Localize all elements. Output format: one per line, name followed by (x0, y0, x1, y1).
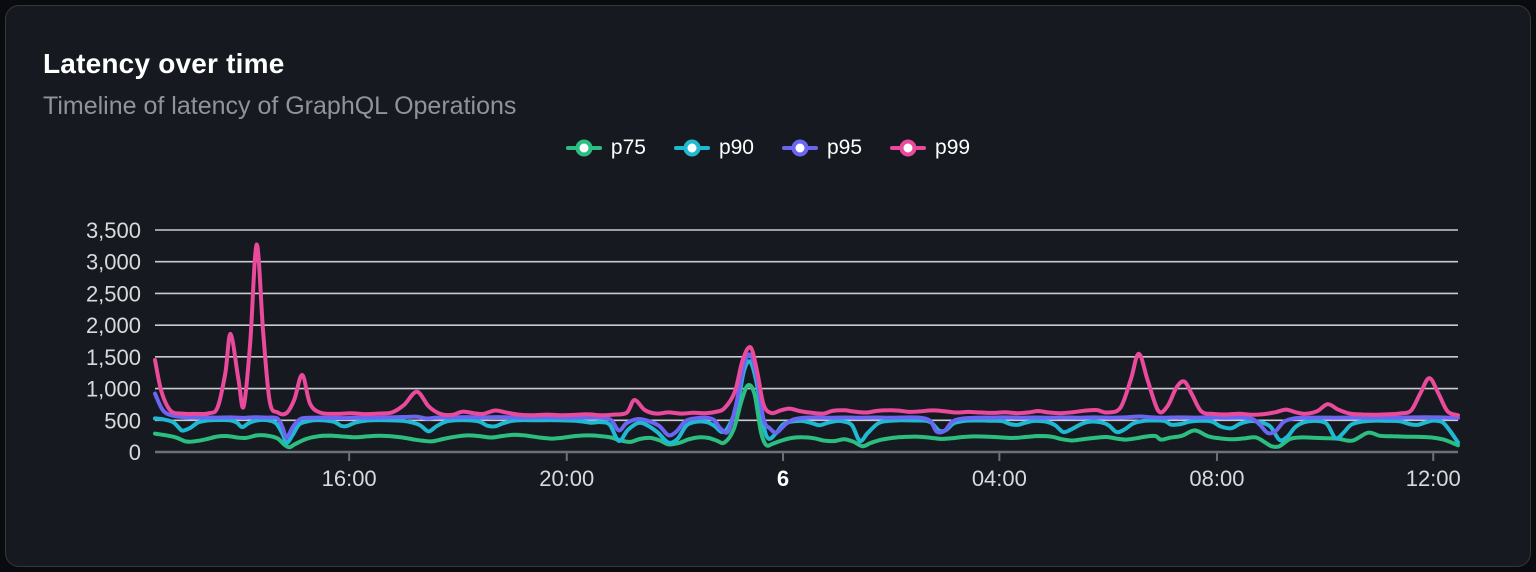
x-axis-label: 20:00 (539, 466, 594, 491)
legend-marker-p95-icon (782, 139, 818, 157)
legend-item-p99[interactable]: p99 (890, 136, 970, 160)
legend-marker-p90-icon (673, 139, 710, 157)
x-axis-label: 6 (777, 466, 789, 491)
y-axis-label: 3,000 (86, 250, 141, 275)
x-axis-label: 12:00 (1406, 466, 1461, 491)
series-p95-line[interactable] (153, 352, 1460, 440)
legend-label: p75 (610, 136, 646, 159)
y-axis-label: 2,000 (86, 313, 141, 338)
legend-label: p95 (827, 136, 863, 159)
legend-item-p75[interactable]: p75 (565, 136, 646, 160)
y-axis-label: 0 (129, 440, 141, 465)
y-axis-label: 2,500 (86, 281, 141, 306)
legend-item-p95[interactable]: p95 (782, 136, 862, 160)
legend-marker-p99-icon (890, 139, 927, 157)
legend-item-p90[interactable]: p90 (673, 136, 754, 160)
series-p75-line[interactable] (153, 383, 1460, 450)
legend-label: p99 (935, 136, 971, 159)
y-axis-label: 1,000 (86, 377, 141, 402)
y-axis-label: 1,500 (86, 345, 141, 370)
y-axis-label: 500 (104, 408, 141, 433)
x-axis-label: 04:00 (972, 466, 1027, 491)
legend-label: p90 (718, 136, 754, 159)
y-axis-label: 3,500 (86, 218, 141, 243)
chart-subtitle: Timeline of latency of GraphQL Operation… (43, 92, 517, 120)
x-axis-label: 08:00 (1189, 466, 1244, 491)
x-axis-label: 16:00 (322, 466, 377, 491)
chart-title: Latency over time (43, 48, 285, 79)
chart-legend: p75 p90 p95 p99 (6, 136, 1530, 160)
legend-marker-p75-icon (565, 139, 602, 157)
series-p99-line[interactable] (153, 242, 1460, 418)
